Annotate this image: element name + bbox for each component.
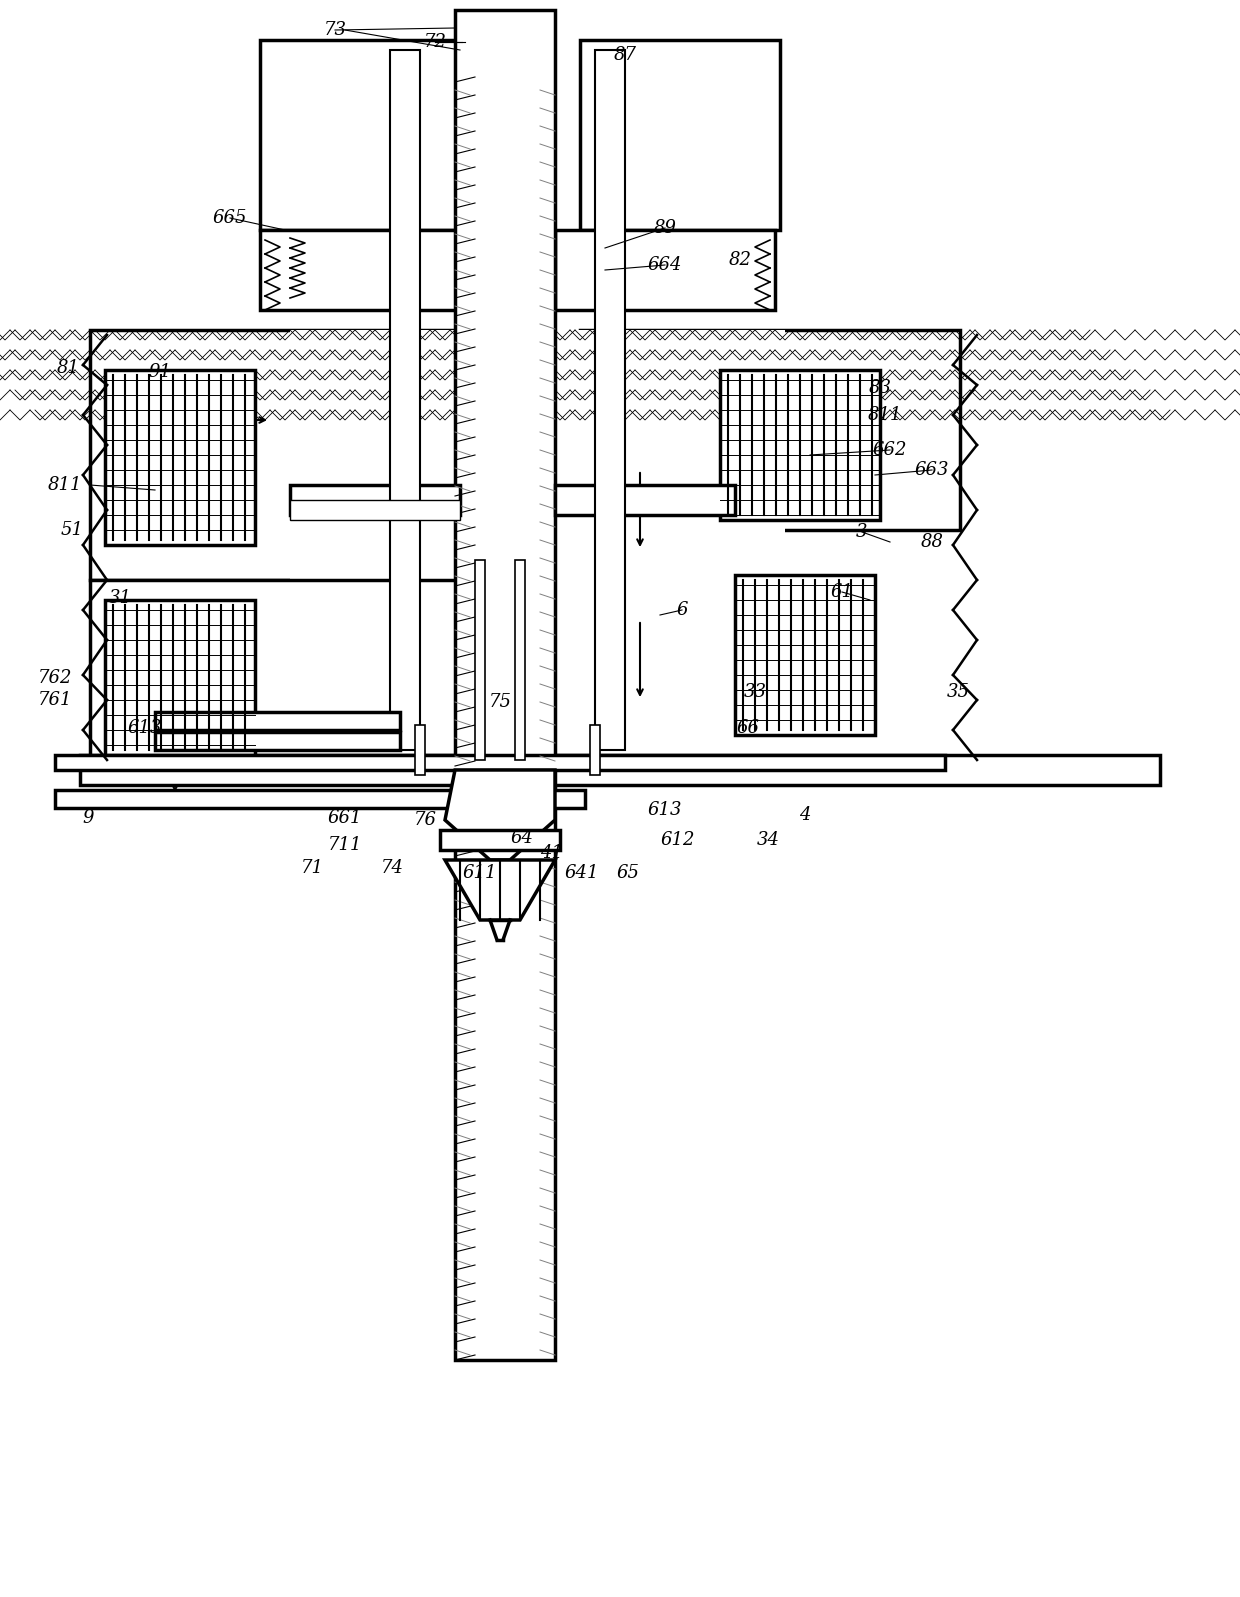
Text: 811: 811: [48, 476, 82, 493]
Text: 9: 9: [82, 810, 94, 827]
Text: 83: 83: [868, 378, 892, 398]
Bar: [440, 830, 560, 850]
Text: 73: 73: [324, 21, 346, 38]
Text: 76: 76: [413, 811, 436, 829]
Text: 71: 71: [300, 859, 324, 877]
Text: 34: 34: [756, 830, 780, 850]
Text: 66: 66: [737, 719, 759, 736]
Text: 811: 811: [868, 406, 903, 423]
Bar: [55, 791, 585, 808]
Text: 91: 91: [149, 363, 171, 382]
Text: 4: 4: [800, 806, 811, 824]
Bar: [290, 485, 460, 514]
Bar: [735, 575, 875, 735]
Text: 35: 35: [946, 684, 970, 701]
Text: 3: 3: [857, 522, 868, 541]
Text: 51: 51: [61, 521, 83, 540]
Text: 762: 762: [37, 669, 72, 687]
Text: 663: 663: [915, 462, 950, 479]
Text: 88: 88: [920, 533, 944, 551]
Text: 612: 612: [661, 830, 696, 850]
Text: 611: 611: [463, 864, 497, 882]
Bar: [105, 600, 255, 755]
Text: 662: 662: [873, 441, 908, 458]
Text: 65: 65: [616, 864, 640, 882]
Text: 613: 613: [647, 802, 682, 819]
Polygon shape: [445, 861, 556, 920]
Bar: [260, 40, 460, 230]
Bar: [556, 485, 735, 514]
Text: 613: 613: [128, 719, 162, 736]
Bar: [91, 331, 460, 580]
Bar: [81, 755, 1159, 786]
Text: 41: 41: [541, 843, 563, 862]
Bar: [475, 561, 485, 760]
Bar: [155, 731, 401, 751]
Bar: [290, 331, 460, 770]
Text: 87: 87: [614, 46, 636, 64]
Bar: [580, 331, 960, 530]
Text: 75: 75: [489, 693, 511, 711]
Bar: [590, 725, 600, 775]
Bar: [580, 40, 780, 230]
Text: 6: 6: [676, 600, 688, 620]
Bar: [155, 712, 401, 730]
Bar: [455, 10, 556, 1361]
Text: 81: 81: [57, 359, 79, 377]
Text: 74: 74: [381, 859, 403, 877]
Bar: [55, 755, 945, 770]
Text: 64: 64: [511, 829, 533, 846]
Text: 82: 82: [729, 251, 751, 268]
Polygon shape: [445, 770, 556, 861]
Bar: [556, 331, 785, 770]
Bar: [595, 50, 625, 751]
Bar: [515, 561, 525, 760]
Text: 664: 664: [647, 256, 682, 275]
Bar: [105, 371, 255, 545]
Bar: [260, 230, 480, 310]
Bar: [91, 580, 460, 779]
Bar: [556, 230, 775, 310]
Text: 641: 641: [564, 864, 599, 882]
Bar: [720, 371, 880, 521]
Text: 761: 761: [37, 692, 72, 709]
Text: 72: 72: [424, 34, 446, 51]
Text: 61: 61: [831, 583, 853, 600]
Bar: [290, 500, 460, 521]
Text: 665: 665: [213, 209, 247, 227]
Text: 661: 661: [327, 810, 362, 827]
Text: 711: 711: [327, 835, 362, 854]
Bar: [415, 725, 425, 775]
Text: 31: 31: [109, 589, 131, 607]
Text: 89: 89: [653, 219, 677, 236]
Bar: [391, 50, 420, 751]
Text: 33: 33: [744, 684, 766, 701]
